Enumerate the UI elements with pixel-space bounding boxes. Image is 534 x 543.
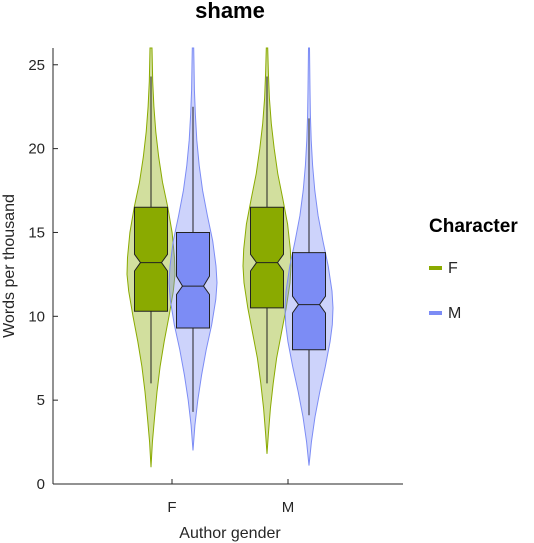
violin-group-f-f [126,47,176,468]
y-tick-label: 15 [28,224,45,241]
y-tick-label: 0 [37,476,45,493]
box-notched [292,252,326,351]
violin-group-m-f [168,47,218,451]
plot-area [126,47,334,468]
x-tick-label: F [167,499,176,516]
legend-label-f: F [448,260,458,277]
y-tick-label: 5 [37,392,45,409]
y-tick-label: 10 [28,308,45,325]
legend-label-m: M [448,305,461,322]
box-notched [250,206,284,309]
y-tick-label: 20 [28,141,45,158]
x-axis-label: Author gender [179,525,281,542]
y-tick-label: 25 [28,57,45,74]
legend-title: Character [429,216,518,237]
axes: 0 5 10 15 20 25 F M Words per thousand Author … [1,48,403,542]
chart-title: shame [195,0,265,23]
y-axis-label: Words per thousand [1,194,18,338]
box-notched [176,232,210,329]
box-notched [134,206,168,312]
x-tick-label: M [282,499,295,516]
legend: Character F M [429,216,518,322]
violin-group-f-m [242,47,292,454]
violin-group-m-m [284,47,334,466]
